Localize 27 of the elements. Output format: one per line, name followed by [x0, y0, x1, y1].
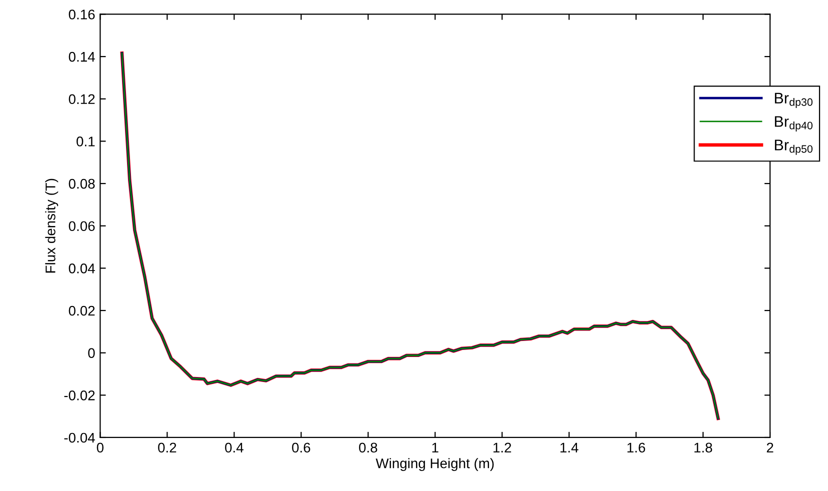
x-tick-label: 0.4 — [225, 442, 244, 453]
x-tick-label: 0 — [96, 442, 104, 453]
x-tick-label: 1.4 — [560, 442, 578, 452]
y-tick-label: -0.04 — [64, 432, 95, 443]
y-tick-label: 0 — [88, 348, 95, 358]
x-tick-label: 2 — [766, 442, 774, 452]
y-tick-label: -0.02 — [64, 390, 95, 400]
x-tick-label: 0.6 — [292, 442, 310, 453]
x-tick-label: 1.6 — [627, 442, 646, 453]
y-tick-label: 0.08 — [68, 178, 95, 189]
x-axis-title: Winging Height (m) — [376, 458, 494, 472]
x-tick-label: 1.8 — [694, 442, 712, 453]
y-tick-label: 0.06 — [68, 221, 95, 232]
y-tick-label: 0.02 — [68, 306, 95, 316]
x-tick-label: 1 — [432, 442, 438, 452]
y-tick-label: 0.1 — [76, 136, 95, 146]
y-tick-label: 0.16 — [68, 10, 95, 20]
legend-label: Br$_{dp30}$ — [774, 92, 812, 108]
y-tick-label: 0.12 — [68, 94, 95, 104]
y-tick-label: 0.14 — [68, 52, 95, 62]
x-tick-label: 1.2 — [494, 442, 512, 452]
legend-label: Br$_{dp40}$ — [774, 116, 812, 132]
y-tick-label: 0.04 — [68, 264, 95, 274]
legend-label: Br$_{dp50}$ — [774, 140, 812, 155]
x-tick-label: 0.8 — [359, 442, 378, 453]
y-axis-title: Flux density (T) — [45, 178, 58, 273]
x-tick-label: 0.2 — [158, 442, 176, 453]
